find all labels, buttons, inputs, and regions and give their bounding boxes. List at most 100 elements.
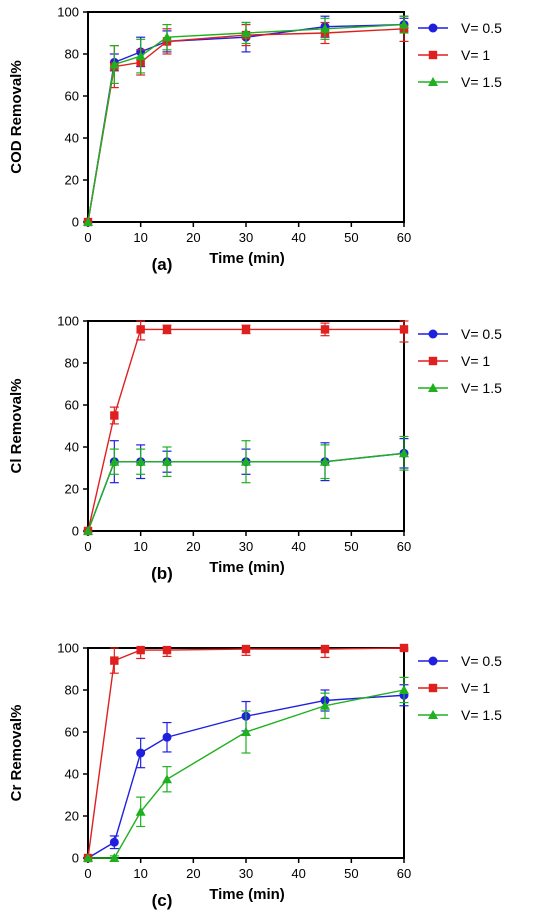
series-2 [83,643,409,863]
data-point [162,32,172,42]
y-tick-label: 60 [65,725,79,740]
x-tick-label: 20 [186,539,200,554]
y-tick-label: 20 [65,173,79,188]
chart-panel-3: 0 10 20 30 40 50 60 0 20 40 60 80 100 Cr Removal% Time… [8,641,502,911]
data-point [399,448,409,458]
x-tick-label: 20 [186,230,200,245]
data-point [399,325,409,334]
data-point [241,727,251,736]
x-tick-label: 0 [84,230,91,245]
x-tick-label: 30 [239,866,253,881]
plot-frame [87,320,405,532]
x-axis-title: Time (min) [209,250,285,267]
data-point [162,645,172,655]
panel-label: (b) [151,564,173,583]
y-axis-title: Cr Removal% [8,705,25,802]
x-tick-label: 10 [133,230,147,245]
legend-label: V= 1.5 [461,380,502,396]
legend-marker [428,683,438,693]
legend-marker [428,356,438,366]
series-3 [83,435,409,535]
panel-label: (c) [152,891,173,910]
legend-marker [428,23,438,33]
data-point [399,685,409,694]
x-tick-label: 30 [239,539,253,554]
legend-item-3: V= 1.5 [418,74,502,90]
data-point [135,51,146,61]
legend-label: V= 1.5 [461,74,502,90]
legend-item-1: V= 0.5 [418,20,502,36]
legend: V= 0.5 V= 1 V= 1.5 [418,326,502,396]
legend-label: V= 1 [461,353,490,369]
data-point [83,853,93,862]
legend-item-3: V= 1.5 [418,380,502,396]
y-tick-label: 40 [65,440,79,455]
x-tick-label: 60 [397,866,411,881]
data-point [110,411,119,420]
y-tick-label: 60 [65,89,79,104]
y-tick-label: 0 [72,524,79,539]
data-point [109,456,120,466]
x-tick-label: 60 [397,230,411,245]
y-tick-label: 60 [65,398,79,413]
y-axis-title: Cl Removal% [8,378,25,473]
legend-item-3: V= 1.5 [418,707,502,723]
data-point [162,456,172,466]
panel-label: (a) [152,255,173,274]
legend-label: V= 1 [461,47,490,63]
legend-label: V= 0.5 [461,653,502,669]
legend-label: V= 0.5 [461,20,502,36]
data-point [109,837,119,847]
legend-marker [428,329,438,339]
legend: V= 0.5 V= 1 V= 1.5 [418,20,502,90]
data-point [320,23,330,33]
x-tick-label: 50 [344,866,358,881]
x-tick-label: 10 [133,539,147,554]
y-tick-label: 100 [57,641,79,656]
x-tick-label: 40 [291,866,305,881]
legend-item-2: V= 1 [418,353,490,369]
legend-label: V= 1 [461,680,490,696]
series-line [87,23,405,223]
data-point [136,748,146,758]
chart-panel-1: 0 10 20 30 40 50 60 0 20 40 60 80 100 COD Removal% Tim… [8,5,502,275]
data-point [83,217,93,226]
x-axis-title: Time (min) [209,559,285,576]
data-point [162,325,172,334]
series-2 [83,320,409,536]
x-tick-label: 30 [239,230,253,245]
data-point [320,325,330,334]
y-tick-label: 80 [65,683,79,698]
legend-marker [428,710,438,719]
y-tick-label: 40 [65,767,79,782]
legend: V= 0.5 V= 1 V= 1.5 [418,653,502,723]
data-point [241,28,251,37]
x-tick-label: 0 [84,539,91,554]
legend-marker [428,77,438,86]
series-line [87,328,404,532]
y-tick-label: 100 [57,314,79,329]
data-point [110,656,119,665]
y-tick-label: 0 [72,851,79,866]
series-3 [83,15,409,226]
data-point [399,19,409,29]
legend-marker [428,656,438,666]
y-tick-label: 80 [65,356,79,371]
y-tick-label: 20 [65,482,79,497]
legend-marker [428,50,438,60]
legend-item-2: V= 1 [418,47,490,63]
y-tick-label: 20 [65,809,79,824]
data-point [109,853,120,862]
data-point [241,644,251,654]
legend-label: V= 0.5 [461,326,502,342]
x-axis-title: Time (min) [209,886,285,903]
x-tick-label: 40 [291,539,305,554]
series-3 [83,676,409,862]
data-point [241,325,251,334]
series-1 [83,15,409,227]
data-point [83,526,93,535]
data-point [320,700,330,710]
legend-item-2: V= 1 [418,680,490,696]
